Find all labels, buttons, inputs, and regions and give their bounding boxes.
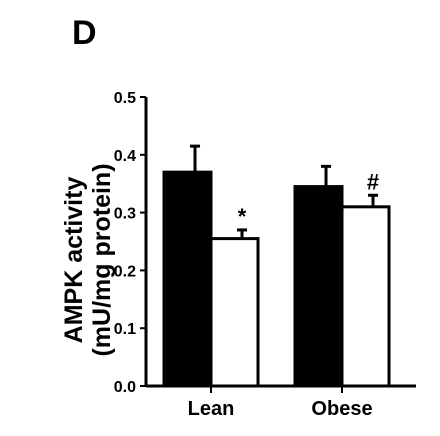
panel-label: D [72,14,97,52]
bar [293,185,344,388]
x-tick-label: Lean [188,398,235,420]
y-tick-label: 0.4 [114,148,136,165]
significance-marker: * [238,204,247,229]
y-tick-label: 0.5 [114,90,136,107]
y-axis-label-line-1: AMPK activity [60,177,88,344]
plot-area: 0.0 0.1 0.2 0.3 0.4 0.5 * Lean # Obese [114,90,416,420]
bar [162,170,213,388]
y-tick-label: 0.2 [114,263,136,280]
y-tick-label: 0.3 [114,206,136,223]
x-tick-label: Obese [311,398,372,420]
y-tick-label: 0.0 [114,379,136,396]
bar [209,237,260,388]
significance-marker: # [367,169,379,194]
bar [340,205,391,388]
y-tick-label: 0.1 [114,321,136,338]
y-axis-label-line-2: (mU/mg protein) [88,163,116,356]
